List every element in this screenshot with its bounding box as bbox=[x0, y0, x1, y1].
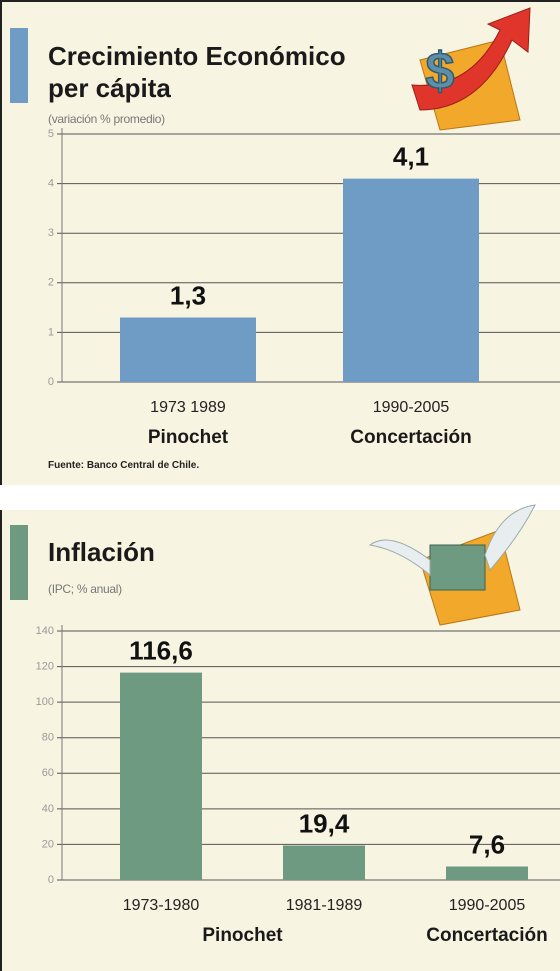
value-label: 7,6 bbox=[469, 829, 505, 859]
y-tick-label: 140 bbox=[36, 625, 54, 637]
bar bbox=[120, 317, 256, 382]
value-label: 116,6 bbox=[129, 635, 193, 665]
y-tick-label: 1 bbox=[48, 326, 54, 338]
group-label: Pinochet bbox=[202, 925, 283, 946]
source: Fuente: Banco Central de Chile. bbox=[48, 460, 200, 471]
y-tick-label: 5 bbox=[48, 128, 54, 140]
chart-title: Inflación bbox=[48, 537, 155, 567]
y-tick-label: 60 bbox=[42, 767, 54, 779]
value-label: 19,4 bbox=[299, 808, 350, 838]
bar bbox=[120, 672, 202, 880]
chart-subtitle: (IPC; % anual) bbox=[48, 582, 122, 596]
y-tick-label: 100 bbox=[36, 696, 54, 708]
bar bbox=[446, 866, 528, 880]
value-label: 1,3 bbox=[170, 280, 206, 310]
y-tick-label: 20 bbox=[42, 838, 54, 850]
icon-inflation bbox=[368, 504, 536, 626]
value-label: 4,1 bbox=[393, 142, 429, 172]
y-tick-label: 120 bbox=[36, 660, 54, 672]
svg-text:$: $ bbox=[426, 43, 455, 101]
y-tick-label: 40 bbox=[42, 803, 54, 815]
bar bbox=[283, 845, 365, 880]
x-tick-label: 1973-1980 bbox=[123, 897, 200, 914]
y-tick-label: 4 bbox=[48, 178, 54, 190]
x-tick-label: 1981-1989 bbox=[286, 897, 363, 914]
group-label: Concertación bbox=[350, 427, 471, 448]
y-tick-label: 0 bbox=[48, 874, 54, 886]
group-label: Concertación bbox=[426, 925, 547, 946]
y-tick-label: 3 bbox=[48, 227, 54, 239]
group-label: Pinochet bbox=[148, 427, 229, 448]
y-tick-label: 0 bbox=[48, 376, 54, 388]
accent-bar bbox=[10, 28, 28, 103]
y-tick-label: 80 bbox=[42, 732, 54, 744]
bar bbox=[343, 178, 479, 382]
accent-bar bbox=[10, 525, 28, 600]
x-tick-label: 1990-2005 bbox=[373, 399, 450, 416]
chart-subtitle: (variación % promedio) bbox=[48, 112, 165, 126]
x-tick-label: 1973 1989 bbox=[150, 399, 226, 416]
x-tick-label: 1990-2005 bbox=[449, 897, 526, 914]
y-tick-label: 2 bbox=[48, 277, 54, 289]
icon-growth: $ bbox=[411, 7, 531, 131]
chart-title: Crecimiento Económico per cápita bbox=[48, 41, 346, 103]
